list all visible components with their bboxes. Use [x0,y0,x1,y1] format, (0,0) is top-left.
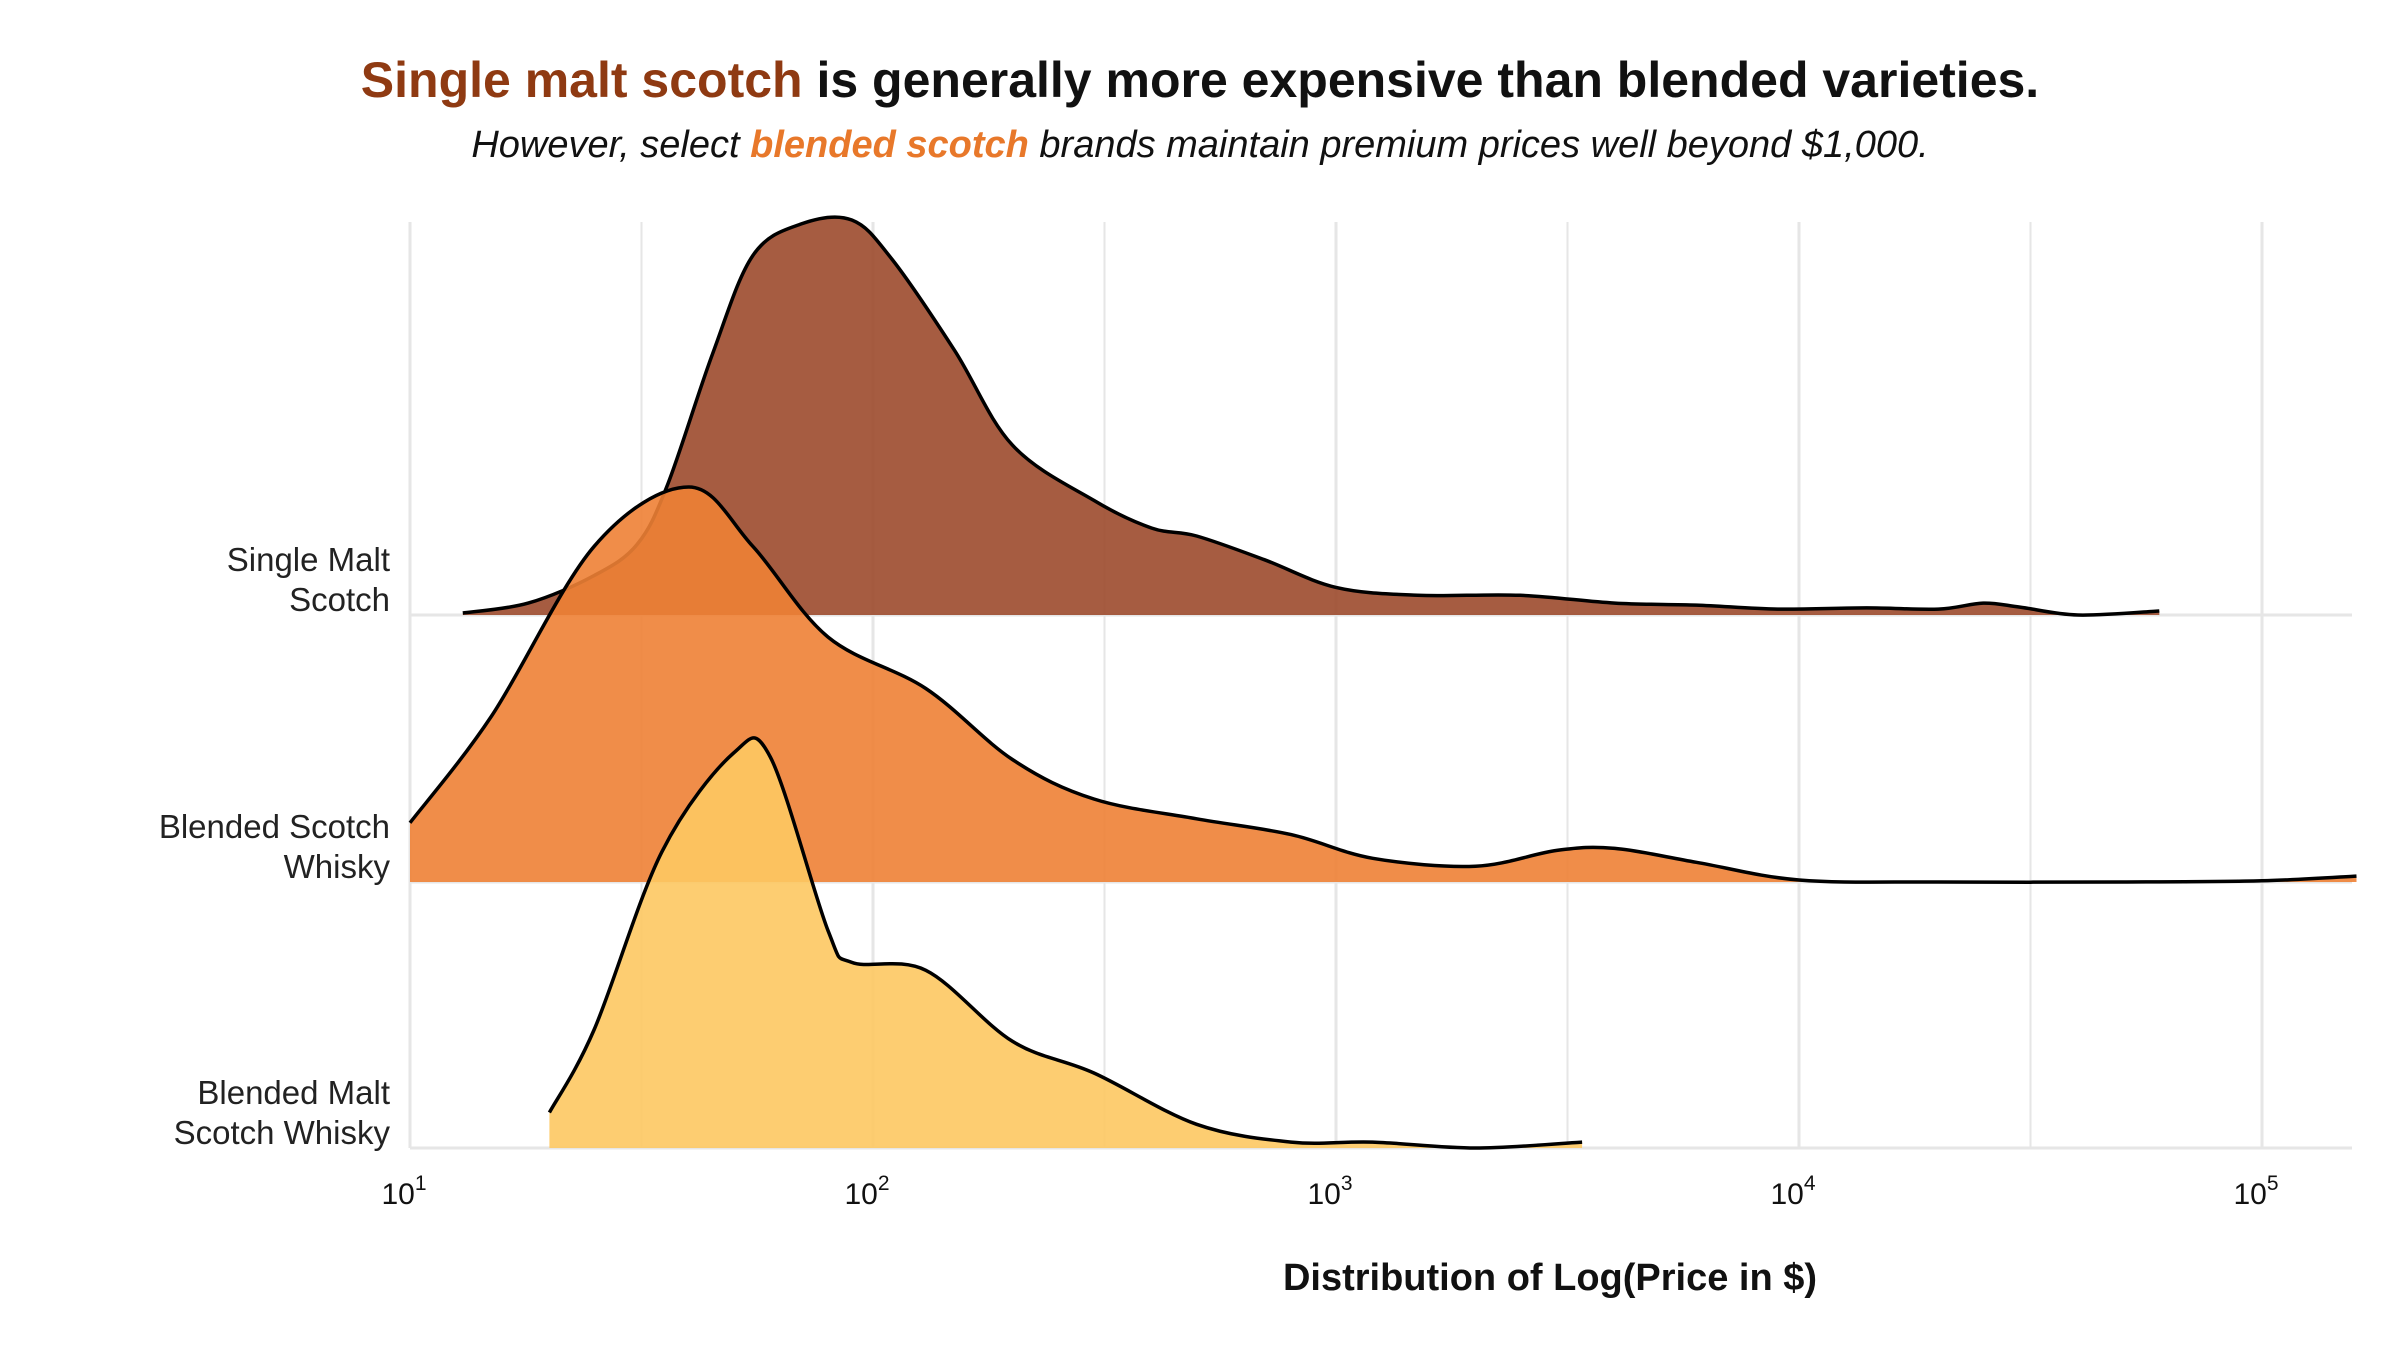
x-tick-base: 10 [1307,1178,1340,1211]
x-tick-label: 101 [381,1172,426,1211]
x-tick-base: 10 [1770,1178,1803,1211]
category-label-line: Blended Malt [197,1074,390,1111]
chart-title: Single malt scotch is generally more exp… [0,48,2400,112]
x-tick-base: 10 [844,1178,877,1211]
subtitle-highlight: blended scotch [750,124,1029,166]
x-tick-label: 103 [1307,1172,1352,1211]
ridge-fill-blended-scotch-whisky [410,487,2357,883]
x-tick-label: 102 [844,1172,889,1211]
ridge-fill-blended-malt-scotch-whisky [549,737,1583,1148]
category-label-blended-scotch-whisky: Blended Scotch Whisky [159,808,391,885]
x-axis-label: Distribution of Log(Price in $) [1283,1257,1817,1299]
x-tick-base: 10 [381,1178,414,1211]
title-rest: is generally more expensive than blended… [802,52,2040,108]
category-label-line: Scotch Whisky [174,1114,391,1151]
x-tick-label: 104 [1770,1172,1815,1211]
ridge-fill-single-malt-scotch [462,217,2160,616]
ridge-outline-blended-malt-scotch-whisky [547,736,1583,1150]
title-highlight: Single malt scotch [360,52,803,108]
x-tick-exponent: 4 [1804,1172,1816,1195]
category-label-blended-malt-scotch-whisky: Blended Malt Scotch Whisky [174,1074,391,1151]
category-label-single-malt-scotch: Single Malt Scotch [227,541,390,618]
x-tick-exponent: 3 [1341,1172,1353,1195]
subtitle-before: However, select [471,124,751,166]
chart-subtitle: However, select blended scotch brands ma… [0,120,2400,170]
subtitle-after: brands maintain premium prices well beyo… [1028,124,1929,166]
category-label-line: Scotch [289,581,390,618]
ridge-layer [408,215,2357,1150]
x-tick-layer: 101 102 103 104 105 [381,1172,2278,1211]
category-label-line: Blended Scotch [159,808,390,845]
x-tick-exponent: 5 [2267,1172,2279,1195]
x-tick-exponent: 2 [878,1172,890,1195]
x-tick-label: 105 [2233,1172,2278,1211]
ridge-outline-single-malt-scotch [462,215,2160,617]
category-label-line: Single Malt [227,541,390,578]
x-tick-base: 10 [2233,1178,2266,1211]
category-label-line: Whisky [284,848,391,885]
x-tick-exponent: 1 [415,1172,427,1195]
ridge-outline-blended-scotch-whisky [408,485,2357,884]
